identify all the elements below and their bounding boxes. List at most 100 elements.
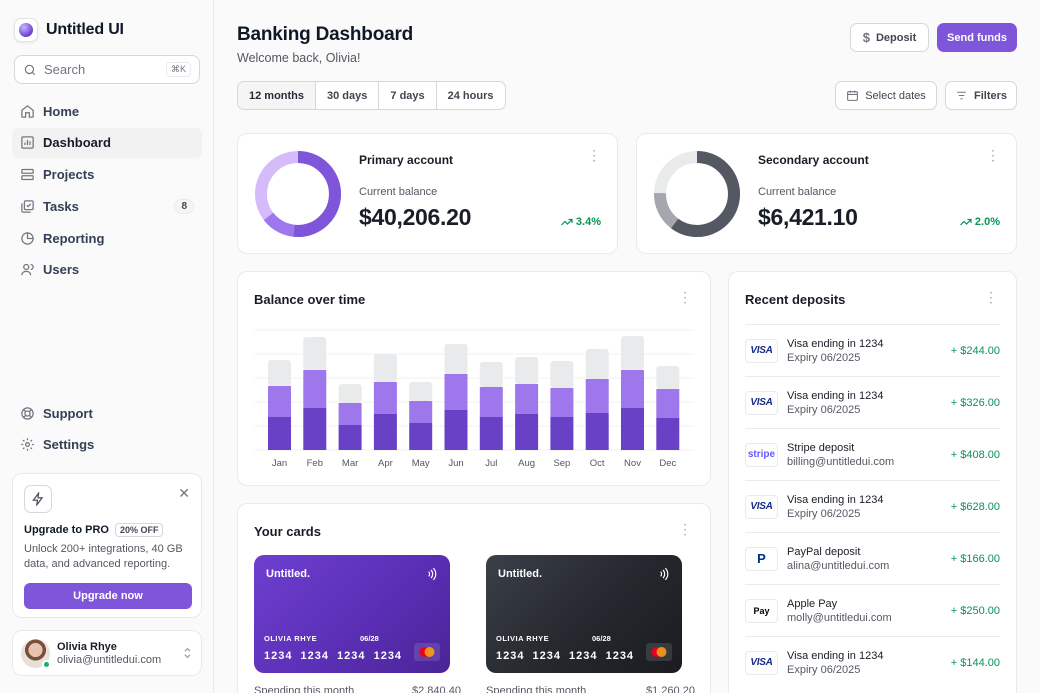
bar-segment[interactable] (515, 384, 539, 414)
trend-up-icon (959, 218, 972, 226)
bar-segment[interactable] (550, 388, 574, 417)
deposit-row[interactable]: VISA Visa ending in 1234 Expiry 06/2025 + $… (745, 324, 1000, 376)
nav-item-projects[interactable]: Projects (12, 160, 202, 190)
user-name: Olivia Rhye (57, 640, 117, 653)
range-selector: 12 months 30 days 7 days 24 hours (237, 81, 506, 110)
bar-segment[interactable] (409, 423, 433, 450)
bar-segment[interactable] (444, 344, 468, 374)
bar-segment[interactable] (444, 410, 468, 450)
deposit-row[interactable]: VISA Visa ending in 1234 Expiry 06/2025 + $… (745, 636, 1000, 688)
payment-card[interactable]: Untitled. OLIVIA RHYE 06/28 1234 1234 12… (486, 555, 682, 673)
layers-icon (21, 168, 34, 181)
deposit-name: Visa ending in 1234 (787, 649, 884, 662)
bar-segment[interactable] (338, 425, 362, 450)
users-icon (21, 264, 34, 276)
range-7-days[interactable]: 7 days (379, 82, 437, 109)
card-number: 1234 1234 1234 1234 (264, 650, 403, 662)
bar-segment[interactable] (585, 379, 609, 413)
visa-logo-icon: VISA (745, 650, 778, 675)
more-vertical-icon[interactable]: ⋮ (986, 147, 1000, 163)
bar-segment[interactable] (409, 382, 433, 401)
filters-button[interactable]: Filters (945, 81, 1017, 110)
deposit-detail: Expiry 06/2025 (787, 351, 861, 364)
card-brand: Untitled. (266, 568, 310, 580)
deposit-amount: + $244.00 (950, 344, 1000, 357)
bar-segment[interactable] (585, 413, 609, 450)
bar-segment[interactable] (621, 336, 644, 370)
bar-segment[interactable] (656, 418, 680, 450)
deposit-row[interactable]: stripe Stripe deposit billing@untitledui.c… (745, 428, 1000, 480)
bar-segment[interactable] (268, 417, 291, 450)
upgrade-button[interactable]: Upgrade now (24, 583, 192, 609)
bar-segment[interactable] (338, 403, 362, 425)
donut-segment (654, 151, 740, 237)
more-vertical-icon[interactable]: ⋮ (587, 147, 601, 163)
search-icon (24, 64, 36, 75)
deposit-row[interactable]: Pay Apple Pay molly@untitledui.com + $250.0… (745, 584, 1000, 636)
brand[interactable]: Untitled UI (14, 18, 124, 42)
x-tick-label: May (412, 458, 430, 469)
bar-segment[interactable] (303, 337, 327, 370)
x-tick-label: Apr (378, 458, 393, 469)
more-vertical-icon[interactable]: ⋮ (678, 289, 692, 305)
nav-label: Tasks (43, 198, 79, 214)
bar-segment[interactable] (479, 417, 503, 450)
bar-segment[interactable] (585, 349, 609, 379)
nav-item-dashboard[interactable]: Dashboard (12, 127, 202, 158)
avatar (21, 638, 51, 669)
primary-account-card: Primary account ⋮ Current balance $40,20… (237, 133, 618, 254)
bar-segment[interactable] (444, 374, 468, 410)
more-vertical-icon[interactable]: ⋮ (984, 289, 998, 305)
nav-item-users[interactable]: Users (12, 255, 202, 285)
pie-chart-icon (21, 231, 34, 245)
bar-segment[interactable] (409, 401, 433, 423)
bar-segment[interactable] (656, 366, 680, 389)
bar-segment[interactable] (515, 357, 539, 384)
bar-segment[interactable] (515, 414, 539, 450)
balance-label: Current balance (758, 186, 837, 198)
deposit-row[interactable]: VISA Visa ending in 1234 Expiry 06/2025 + $… (745, 376, 1000, 428)
range-12-months[interactable]: 12 months (238, 82, 317, 109)
select-dates-button[interactable]: Select dates (835, 81, 937, 110)
bar-segment[interactable] (621, 408, 644, 450)
nav-item-tasks[interactable]: Tasks 8 (12, 191, 202, 221)
chevron-selector-icon[interactable] (182, 646, 193, 660)
nav-item-settings[interactable]: Settings (12, 430, 202, 460)
payment-card[interactable]: Untitled. OLIVIA RHYE 06/28 1234 1234 12… (254, 555, 450, 673)
bar-segment[interactable] (479, 362, 503, 387)
bar-segment[interactable] (268, 386, 291, 417)
bar-segment[interactable] (656, 389, 680, 418)
range-24-hours[interactable]: 24 hours (447, 89, 494, 102)
account-title: Primary account (359, 153, 454, 167)
bar-segment[interactable] (338, 384, 362, 403)
nav-item-reporting[interactable]: Reporting (12, 223, 202, 253)
promo-text: Unlock 200+ integrations, 40 GB data, an… (24, 543, 183, 570)
bar-segment[interactable] (550, 361, 574, 388)
bar-segment[interactable] (373, 354, 397, 382)
deposit-button[interactable]: $ Deposit (850, 23, 929, 52)
bar-segment[interactable] (550, 417, 574, 450)
search-input[interactable]: Search ⌘K (14, 55, 200, 84)
user-card[interactable]: Olivia Rhye olivia@untitledui.com (12, 630, 202, 676)
page-subtitle: Welcome back, Olivia! (237, 51, 361, 65)
bar-segment[interactable] (621, 370, 644, 408)
deposit-row[interactable]: P PayPal deposit alina@untitledui.com + $16… (745, 532, 1000, 584)
bar-segment[interactable] (303, 370, 327, 408)
select-dates-label: Select dates (865, 89, 926, 102)
search-placeholder: Search (44, 62, 86, 77)
nav-item-support[interactable]: Support (12, 398, 202, 428)
nav-item-home[interactable]: Home (12, 96, 202, 126)
bar-segment[interactable] (268, 360, 291, 386)
close-icon[interactable]: ✕ (178, 485, 190, 501)
secondary-balance-donut (654, 151, 740, 237)
deposit-label: Deposit (875, 31, 917, 44)
range-30-days[interactable]: 30 days (316, 82, 380, 109)
more-vertical-icon[interactable]: ⋮ (678, 521, 692, 537)
bar-segment[interactable] (303, 408, 327, 450)
bar-segment[interactable] (479, 387, 503, 417)
send-funds-button[interactable]: Send funds (937, 23, 1017, 52)
calendar-icon (847, 90, 859, 101)
bar-segment[interactable] (373, 382, 397, 414)
bar-segment[interactable] (373, 414, 397, 450)
deposit-row[interactable]: VISA Visa ending in 1234 Expiry 06/2025 + $… (745, 480, 1000, 532)
